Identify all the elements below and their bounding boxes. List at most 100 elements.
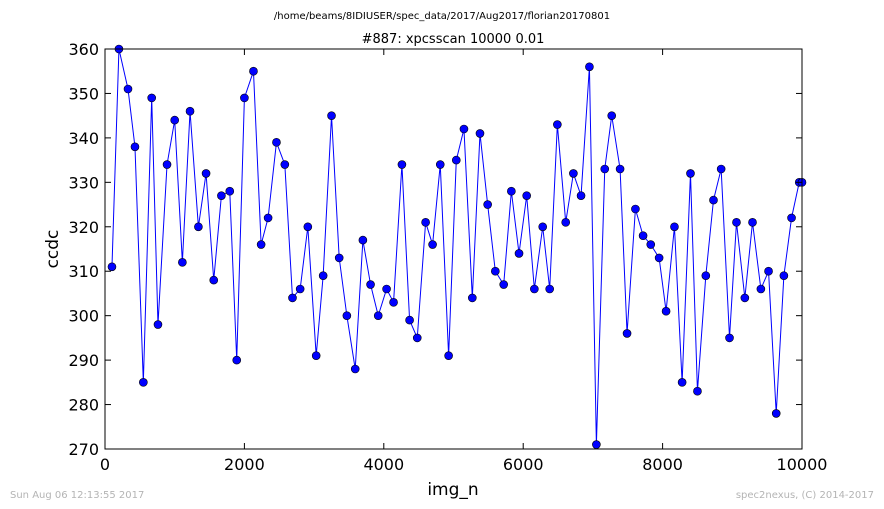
footer-timestamp: Sun Aug 06 12:13:55 2017 <box>10 490 144 501</box>
series-layer <box>107 44 807 449</box>
x-tick-label: 4000 <box>363 455 404 474</box>
data-point <box>622 329 632 338</box>
data-point <box>585 62 594 72</box>
y-tick-label: 270 <box>68 440 99 459</box>
data-point <box>318 271 328 280</box>
x-tick-label: 8000 <box>642 455 683 474</box>
data-point <box>459 124 469 134</box>
footer-credit: spec2nexus, (C) 2014-2017 <box>736 490 874 501</box>
data-point <box>538 222 548 232</box>
data-point <box>545 284 554 294</box>
data-point <box>553 120 562 129</box>
data-point <box>615 164 625 174</box>
data-point <box>561 218 571 227</box>
x-tick-label: 6000 <box>503 455 544 474</box>
data-point <box>412 333 422 343</box>
data-point <box>382 284 391 294</box>
data-point <box>130 142 140 152</box>
data-point <box>162 160 172 169</box>
data-point <box>107 262 117 272</box>
data-point <box>475 129 485 138</box>
data-point <box>740 293 750 303</box>
data-point <box>507 186 516 196</box>
data-point <box>468 293 477 303</box>
data-point <box>631 204 640 214</box>
data-point <box>677 378 687 387</box>
chart-path-subtitle: /home/beams/8IDIUSER/spec_data/2017/Aug2… <box>274 11 610 22</box>
data-point <box>139 378 148 387</box>
y-tick-label: 290 <box>68 351 99 370</box>
data-point <box>366 280 375 289</box>
data-point <box>178 258 187 267</box>
data-point <box>334 253 344 263</box>
y-tick-label: 300 <box>68 307 99 326</box>
data-point <box>397 160 407 169</box>
data-point <box>756 284 766 294</box>
x-tick-label: 0 <box>100 455 110 474</box>
data-point <box>249 66 258 76</box>
data-point <box>716 164 726 174</box>
data-point <box>201 169 211 178</box>
data-point <box>263 213 273 223</box>
data-point <box>514 249 524 258</box>
data-point <box>421 218 430 227</box>
data-point <box>607 111 617 120</box>
data-point <box>686 169 695 178</box>
y-axis-label: ccdc <box>43 230 63 269</box>
data-point <box>217 191 226 200</box>
data-point <box>670 222 679 232</box>
data-point <box>232 355 242 365</box>
data-point <box>240 93 249 103</box>
data-point <box>288 293 297 303</box>
data-point <box>693 386 702 396</box>
data-point <box>787 213 796 223</box>
data-point <box>771 409 781 418</box>
data-point <box>654 253 664 263</box>
data-point <box>483 200 492 209</box>
y-axis: 270 280 290 300 310 320 330 340 350 360 <box>68 40 802 459</box>
data-point <box>350 364 360 374</box>
data-point <box>295 284 305 294</box>
data-point <box>779 271 789 280</box>
data-point <box>646 240 656 249</box>
x-tick-label: 2000 <box>224 455 265 474</box>
data-point <box>592 440 601 449</box>
data-point <box>194 222 203 232</box>
y-tick-label: 340 <box>68 129 99 148</box>
data-point <box>491 266 500 276</box>
y-tick-label: 320 <box>68 218 99 237</box>
x-axis-label: img_n <box>427 480 478 500</box>
x-axis: 0 2000 4000 6000 8000 10000 <box>100 49 827 474</box>
data-point <box>530 284 539 294</box>
data-point <box>170 115 179 125</box>
plot-frame <box>104 48 803 450</box>
data-point <box>451 155 461 165</box>
data-point <box>185 106 195 116</box>
data-point <box>405 315 414 325</box>
data-point <box>280 160 290 169</box>
data-point <box>147 93 156 103</box>
chart-title: #887: xpcsscan 10000 0.01 <box>362 32 545 47</box>
data-point <box>225 186 235 196</box>
data-point <box>303 222 313 232</box>
data-point <box>600 164 610 174</box>
data-point <box>522 191 531 200</box>
data-point <box>272 138 281 147</box>
data-point <box>709 195 718 205</box>
data-point <box>569 169 578 178</box>
y-tick-label: 280 <box>68 396 99 415</box>
data-point <box>638 231 648 240</box>
data-point <box>764 266 773 276</box>
data-point <box>732 218 741 227</box>
y-tick-label: 350 <box>68 84 99 103</box>
data-point <box>256 240 266 249</box>
data-point <box>499 280 508 289</box>
y-tick-label: 310 <box>68 262 99 281</box>
data-point <box>748 218 757 227</box>
data-point <box>153 320 163 329</box>
data-point <box>327 111 336 120</box>
data-point <box>342 311 352 320</box>
data-point <box>209 275 219 285</box>
data-point <box>311 351 321 360</box>
